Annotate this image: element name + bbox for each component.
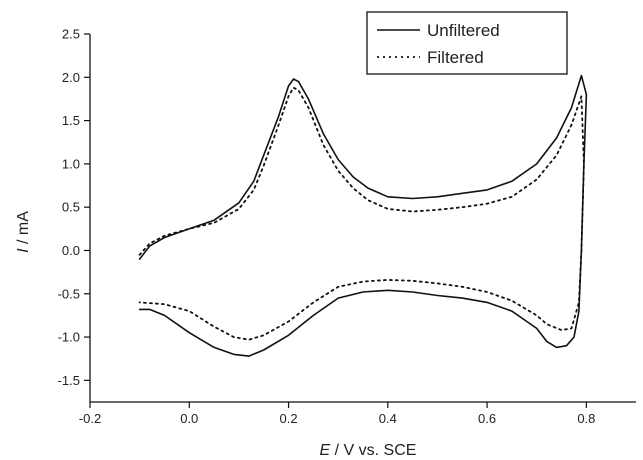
legend-label-filtered: Filtered xyxy=(427,48,484,67)
legend: Unfiltered Filtered xyxy=(366,11,568,75)
y-tick-label: -1.5 xyxy=(58,373,80,388)
y-tick-label: 2.0 xyxy=(62,70,80,85)
y-axis-label: I / mA xyxy=(15,211,32,253)
x-tick-label: -0.2 xyxy=(79,411,101,426)
series-line-unfiltered xyxy=(138,74,588,357)
x-tick-label: 0.4 xyxy=(379,411,397,426)
x-axis-label-rest: / V vs. SCE xyxy=(330,442,416,459)
legend-label-unfiltered: Unfiltered xyxy=(427,21,500,40)
y-tick-label: 1.0 xyxy=(62,156,80,171)
x-tick-label: 0.8 xyxy=(577,411,595,426)
y-tick-label: -1.0 xyxy=(58,330,80,345)
legend-box xyxy=(366,11,568,75)
x-axis-label: E / V vs. SCE xyxy=(320,442,417,459)
y-axis-label-var: I xyxy=(15,248,32,253)
x-tick-label: 0.0 xyxy=(180,411,198,426)
x-tick-label: 0.2 xyxy=(280,411,298,426)
y-tick-label: 0.5 xyxy=(62,200,80,215)
axes xyxy=(84,33,636,408)
tick-labels: -0.2 0.0 0.2 0.4 0.6 0.8 -1.5 -1.0 -0.5 0.0 0.5 1.0… xyxy=(58,27,596,427)
y-tick-label: 0.0 xyxy=(62,243,80,258)
y-tick-label: 2.5 xyxy=(62,27,80,42)
y-axis-label-rest: / mA xyxy=(15,211,32,249)
x-tick-label: 0.6 xyxy=(478,411,496,426)
y-tick-label: -0.5 xyxy=(58,286,80,301)
x-axis-label-var: E xyxy=(320,442,331,459)
y-tick-label: 1.5 xyxy=(62,113,80,128)
series-line-filtered xyxy=(138,86,585,341)
series-layer xyxy=(138,74,588,357)
